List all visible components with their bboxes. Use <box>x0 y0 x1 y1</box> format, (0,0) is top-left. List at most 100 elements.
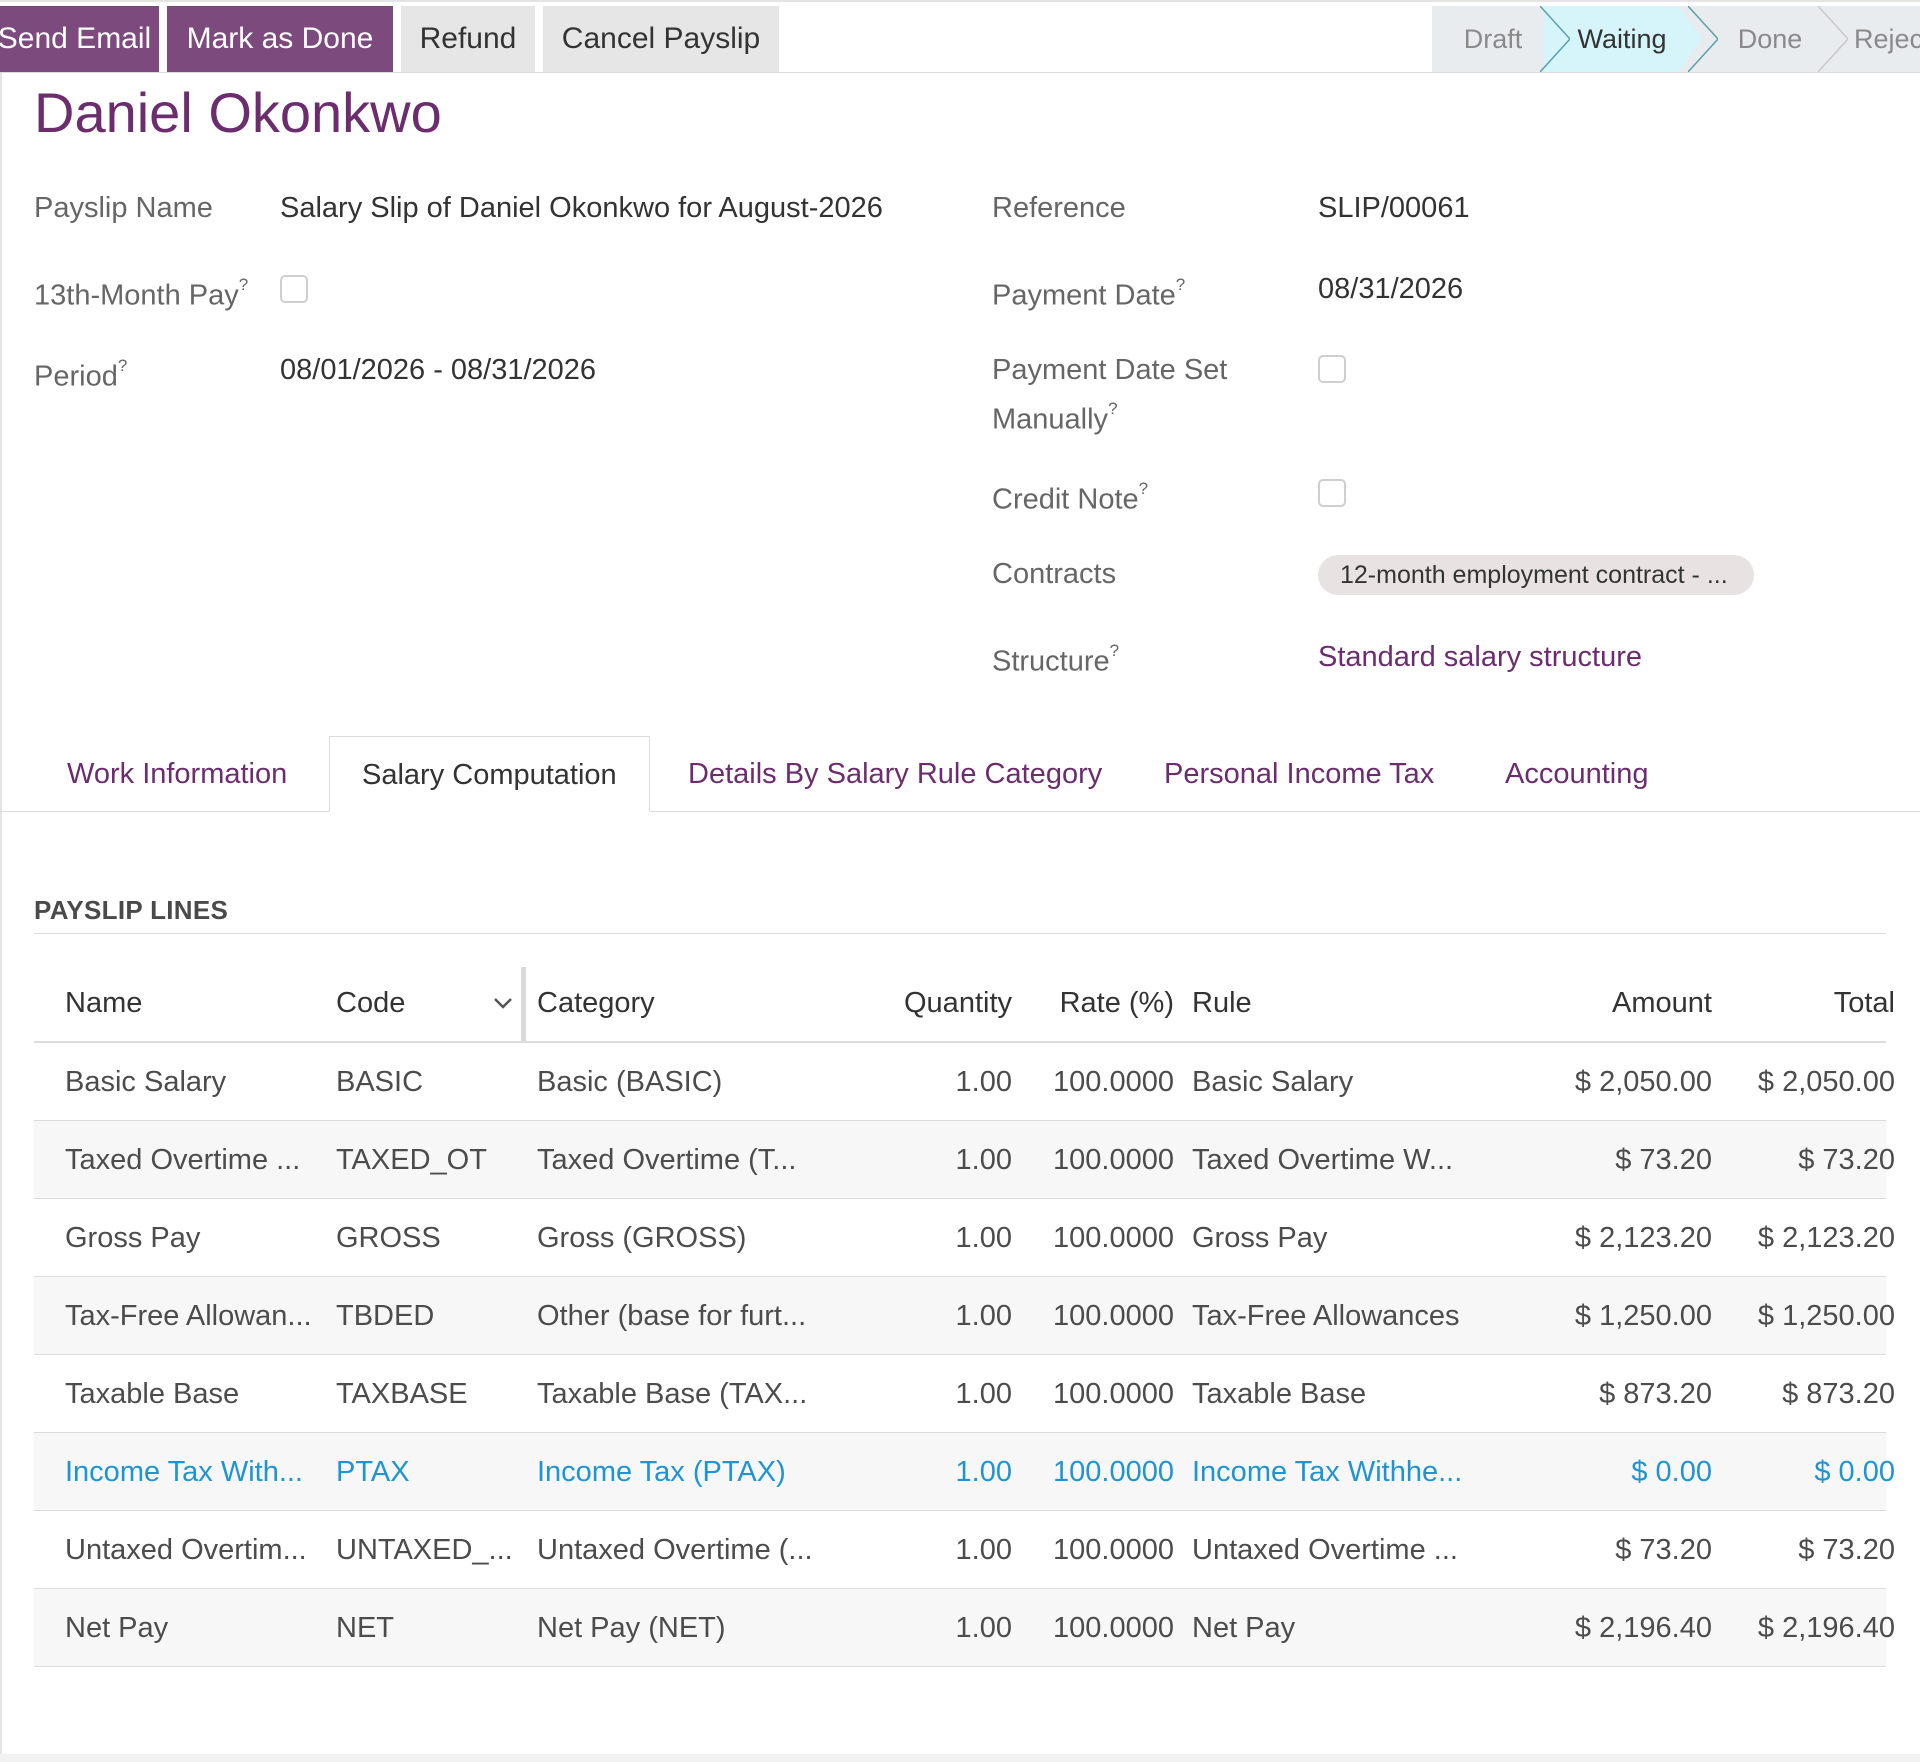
cell-rule: Tax-Free Allowances <box>1192 1300 1460 1332</box>
help-icon[interactable]: ? <box>117 356 128 375</box>
structure-label: Structure? <box>992 641 1120 678</box>
credit-note-checkbox[interactable] <box>1318 479 1346 507</box>
thirteenth-month-checkbox[interactable] <box>280 275 308 303</box>
send-email-button[interactable]: Send Email <box>0 6 159 72</box>
payment-date-label: Payment Date? <box>992 275 1186 312</box>
chevron-down-icon[interactable] <box>489 989 517 1017</box>
cell-quantity: 1.00 <box>955 1378 1012 1410</box>
reference-label: Reference <box>992 192 1126 224</box>
cell-quantity: 1.00 <box>955 1144 1012 1176</box>
table-row[interactable]: Taxable Base TAXBASE Taxable Base (TAX... 1… <box>34 1355 1895 1433</box>
cell-amount: $ 2,123.20 <box>1574 1222 1712 1254</box>
period-field[interactable]: 08/01/2026 - 08/31/2026 <box>280 354 597 386</box>
mark-as-done-button[interactable]: Mark as Done <box>167 6 393 72</box>
cell-name: Taxed Overtime ... <box>65 1144 301 1176</box>
help-icon[interactable]: ? <box>1108 399 1118 418</box>
stage-separator-icon <box>1818 6 1848 72</box>
cell-amount: $ 1,250.00 <box>1574 1300 1712 1332</box>
help-icon[interactable]: ? <box>1109 641 1120 660</box>
cell-amount: $ 2,050.00 <box>1574 1066 1712 1098</box>
stage-separator-icon <box>1688 6 1718 72</box>
column-header-total[interactable]: Total <box>1833 987 1895 1019</box>
cell-code: BASIC <box>336 1066 424 1098</box>
payment-date-field[interactable]: 08/31/2026 <box>1318 273 1464 305</box>
column-header-code[interactable]: Code <box>336 987 406 1019</box>
cell-rate: 100.0000 <box>1053 1612 1174 1644</box>
cell-amount: $ 873.20 <box>1599 1378 1712 1410</box>
cell-code: GROSS <box>336 1222 441 1254</box>
cell-rule: Gross Pay <box>1192 1222 1328 1254</box>
column-header-amount[interactable]: Amount <box>1612 987 1712 1019</box>
cancel-payslip-button[interactable]: Cancel Payslip <box>543 6 779 72</box>
stage-waiting-label: Waiting <box>1577 24 1667 54</box>
help-icon[interactable]: ? <box>238 275 249 294</box>
cell-category: Other (base for furt... <box>537 1300 807 1332</box>
stage-done[interactable]: Done <box>1737 24 1803 54</box>
table-row[interactable]: Net Pay NET Net Pay (NET) 1.00 100.0000 Net P… <box>34 1589 1895 1667</box>
cell-category: Taxable Base (TAX... <box>537 1378 808 1410</box>
cell-name: Net Pay <box>65 1612 169 1644</box>
reference-field[interactable]: SLIP/00061 <box>1318 192 1470 224</box>
cell-category: Income Tax (PTAX) <box>537 1456 786 1488</box>
table-row[interactable]: Income Tax With... PTAX Income Tax (PTAX) 1… <box>34 1433 1895 1511</box>
cell-rule: Basic Salary <box>1192 1066 1354 1098</box>
period-label: Period? <box>34 356 128 393</box>
cell-rule: Untaxed Overtime ... <box>1192 1534 1458 1566</box>
employee-name-title: Daniel Okonkwo <box>34 81 442 144</box>
contracts-label: Contracts <box>992 558 1117 590</box>
section-title: PAYSLIP LINES <box>34 895 229 925</box>
cell-rate: 100.0000 <box>1053 1222 1174 1254</box>
cell-rate: 100.0000 <box>1053 1534 1174 1566</box>
table-row[interactable]: Untaxed Overtim... UNTAXED_... Untaxed Ove… <box>34 1511 1895 1589</box>
cell-quantity: 1.00 <box>955 1222 1012 1254</box>
cell-quantity: 1.00 <box>955 1066 1012 1098</box>
column-header-quantity[interactable]: Quantity <box>904 987 1012 1019</box>
cell-rule: Net Pay <box>1192 1612 1296 1644</box>
table-row[interactable]: Taxed Overtime ... TAXED_OT Taxed Overtime… <box>34 1121 1895 1199</box>
column-header-rate[interactable]: Rate (%) <box>1059 987 1174 1019</box>
cell-rate: 100.0000 <box>1053 1144 1174 1176</box>
cell-code: TBDED <box>336 1300 435 1332</box>
refund-button[interactable]: Refund <box>401 6 535 72</box>
cell-rate: 100.0000 <box>1053 1066 1174 1098</box>
tab-details-by-category[interactable]: Details By Salary Rule Category <box>688 758 1103 790</box>
cell-quantity: 1.00 <box>955 1534 1012 1566</box>
cell-code: PTAX <box>336 1456 410 1488</box>
column-resize-handle[interactable] <box>521 967 526 1041</box>
cell-name: Tax-Free Allowan... <box>65 1300 312 1332</box>
payslip-lines-table: Name Code Category Quantity Rate (%) Rul… <box>34 963 1895 1667</box>
table-row[interactable]: Tax-Free Allowan... TBDED Other (base for … <box>34 1277 1895 1355</box>
contract-tag[interactable]: 12-month employment contract - ... <box>1318 555 1754 595</box>
table-row[interactable]: Basic Salary BASIC Basic (BASIC) 1.00 100.00… <box>34 1043 1895 1121</box>
tab-work-information[interactable]: Work Information <box>67 758 288 790</box>
payslip-name-label: Payslip Name <box>34 192 213 224</box>
cell-code: NET <box>336 1612 394 1644</box>
payment-date-manual-checkbox[interactable] <box>1318 355 1346 383</box>
cell-code: UNTAXED_... <box>336 1534 513 1566</box>
cell-quantity: 1.00 <box>955 1300 1012 1332</box>
column-header-name[interactable]: Name <box>65 987 143 1019</box>
help-icon[interactable]: ? <box>1138 479 1149 498</box>
tab-accounting[interactable]: Accounting <box>1505 758 1649 790</box>
status-bar: Draft Waiting Done Rejected <box>1432 6 1920 72</box>
cell-total: $ 73.20 <box>1798 1534 1895 1566</box>
table-header: Name Code Category Quantity Rate (%) Rul… <box>34 963 1895 1043</box>
stage-draft[interactable]: Draft <box>1463 24 1523 54</box>
cell-amount: $ 73.20 <box>1615 1534 1712 1566</box>
column-header-category[interactable]: Category <box>537 987 655 1019</box>
cell-total: $ 873.20 <box>1782 1378 1895 1410</box>
cell-rule: Taxed Overtime W... <box>1192 1144 1454 1176</box>
credit-note-label: Credit Note? <box>992 479 1149 516</box>
tab-salary-computation[interactable]: Salary Computation <box>329 736 650 812</box>
tab-personal-income-tax[interactable]: Personal Income Tax <box>1164 758 1435 790</box>
cell-rate: 100.0000 <box>1053 1300 1174 1332</box>
stage-separator-icon <box>1540 6 1570 72</box>
cell-quantity: 1.00 <box>955 1612 1012 1644</box>
stage-rejected[interactable]: Rejected <box>1854 24 1920 54</box>
column-header-rule[interactable]: Rule <box>1192 987 1252 1019</box>
table-row[interactable]: Gross Pay GROSS Gross (GROSS) 1.00 100.0000 G… <box>34 1199 1895 1277</box>
cell-total: $ 0.00 <box>1814 1456 1895 1488</box>
structure-link[interactable]: Standard salary structure <box>1318 641 1642 673</box>
payslip-name-field[interactable]: Salary Slip of Daniel Okonkwo for August… <box>280 192 883 224</box>
help-icon[interactable]: ? <box>1175 275 1186 294</box>
